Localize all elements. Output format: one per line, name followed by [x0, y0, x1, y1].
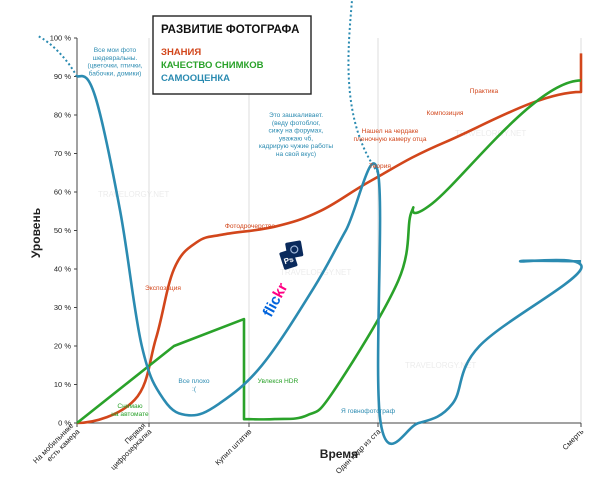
legend-title: РАЗВИТИЕ ФОТОГРАФА	[161, 24, 299, 36]
annotation-line: (цветочки, птички,	[87, 63, 142, 70]
axes: 0 % 10 % 20 % 30 % 40 % 50 % 60 % 70 % 80 % 90 % 1…	[29, 34, 585, 476]
annotation: Все плохо:(	[178, 378, 210, 393]
legend-item-label: САМООЦЕНКА	[161, 73, 230, 84]
annotation-line: (веду фотоблог,	[272, 119, 320, 127]
flickr-logo: flickr	[260, 280, 292, 320]
camera-raw-logo-bg	[285, 240, 304, 259]
annotation-line: Это зашкаливает.	[269, 112, 323, 119]
annotation: Экспозиция	[145, 285, 181, 292]
annotation-line: Нашел на чердаке	[362, 128, 419, 135]
annotation-line: Практика	[470, 88, 499, 95]
watermark-text: TRAVELORGY.NET	[98, 190, 169, 199]
series-overflow-peak	[347, 0, 379, 174]
annotation-line: сижу на форумах,	[269, 128, 324, 135]
grid	[76, 38, 582, 423]
y-tick-label: 90 %	[54, 72, 71, 81]
annotation-line: Все мои фото	[94, 47, 137, 54]
flickr-logo-text: flickr	[260, 280, 292, 320]
annotation: Практика	[470, 88, 499, 95]
watermark-text: TRAVELORGY.NET	[280, 268, 351, 277]
legend: РАЗВИТИЕ ФОТОГРАФА ЗНАНИЯ КАЧЕСТВО СНИМКОВ…	[152, 15, 312, 95]
annotation-line: Увлекся HDR	[258, 378, 299, 385]
series-line-quality	[76, 79, 582, 425]
annotation-line: кадрирую чужие работы	[259, 142, 334, 150]
annotation-line: Композиция	[427, 110, 464, 117]
annotation-line: на свой вкус)	[276, 150, 316, 158]
camera-raw-lens-icon	[290, 245, 299, 254]
annotation: Фотодрочерство	[225, 223, 276, 230]
annotation-line: пленочную камеру отца	[353, 136, 426, 143]
annotation-line: Снимаю	[117, 403, 142, 410]
annotation-line: шедевральны.	[93, 55, 138, 62]
y-tick-label: 0 %	[58, 419, 71, 428]
y-tick-label: 30 %	[54, 303, 71, 312]
annotation-line: Я говнофотограф	[341, 408, 396, 415]
series-line-knowledge	[76, 53, 583, 425]
annotation-line: Экспозиция	[145, 285, 181, 292]
annotation: Увлекся HDR	[258, 378, 299, 385]
y-tick-label: 10 %	[54, 380, 71, 389]
watermark-text: TRAVELORGY.NET	[405, 361, 476, 370]
photoshop-logo-text: Ps	[283, 254, 296, 266]
annotation-line: уважаю чб,	[279, 134, 313, 142]
y-tick-label: 80 %	[54, 111, 71, 120]
y-tick-label: 20 %	[54, 342, 71, 351]
camera-raw-logo	[285, 240, 304, 259]
annotation: Теория	[369, 163, 391, 170]
y-tick-label: 60 %	[54, 188, 71, 197]
annotation: Я говнофотограф	[341, 408, 396, 415]
annotation-line: Фотодрочерство	[225, 223, 276, 230]
legend-box	[152, 15, 312, 95]
x-tick-label: Смерть	[561, 427, 586, 452]
legend-item-label: ЗНАНИЯ	[161, 47, 201, 58]
watermarks: TRAVELORGY.NET TRAVELORGY.NET TRAVELORGY…	[98, 129, 526, 370]
y-tick-label: 40 %	[54, 265, 71, 274]
annotation-line: бабочки, домики)	[89, 69, 142, 77]
annotation-line: на автомате	[111, 411, 149, 418]
annotation: Это зашкаливает.(веду фотоблог,сижу на ф…	[259, 112, 334, 158]
annotation-line: Все плохо	[178, 378, 210, 385]
y-tick-label: 70 %	[54, 149, 71, 158]
legend-item-label: КАЧЕСТВО СНИМКОВ	[161, 60, 264, 71]
annotation-line: :(	[192, 386, 197, 393]
x-tick-label-line: Смерть	[561, 427, 586, 452]
y-axis-title: Уровень	[29, 208, 43, 258]
annotation: Композиция	[427, 110, 464, 117]
series-line-self_esteem	[76, 74, 583, 446]
x-axis-title: Время	[320, 447, 358, 461]
x-tick-label-line: Купил штатив	[213, 427, 253, 467]
watermark-text: TRAVELORGY.NET	[455, 129, 526, 138]
annotation-line: Теория	[369, 163, 391, 170]
y-tick-label: 50 %	[54, 226, 71, 235]
series-overflow-start	[37, 35, 78, 77]
logos: flickr Ps	[260, 240, 304, 320]
x-tick-label: Купил штатив	[213, 427, 253, 467]
y-tick-label: 100 %	[50, 34, 72, 43]
series-group	[37, 0, 583, 446]
